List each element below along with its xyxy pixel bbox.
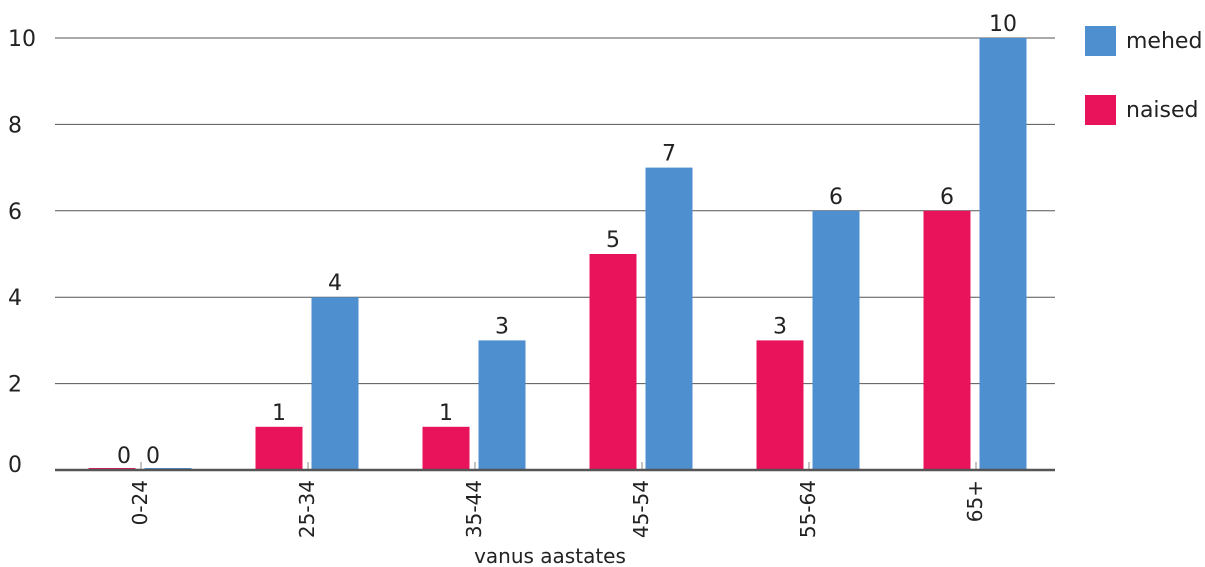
legend: mehed naised: [1085, 26, 1202, 164]
data-labels: 0 0 1 4 1 3 5 7 3 6 6 10: [117, 12, 1017, 469]
y-tick-label: 2: [8, 373, 22, 398]
x-tick-label: 45-54: [629, 480, 653, 538]
data-label-mehed-45-54: 7: [662, 142, 676, 167]
y-tick-label: 6: [8, 200, 22, 225]
legend-label-naised: naised: [1126, 97, 1199, 123]
y-tick-label: 4: [8, 286, 22, 311]
data-label-mehed-0-24: 0: [146, 444, 160, 469]
legend-swatch-mehed: [1085, 26, 1116, 56]
bar-mehed-35-44: [478, 340, 526, 470]
y-tick-label: 0: [8, 453, 22, 478]
bar-mehed-25-34: [311, 297, 359, 470]
data-label-naised-25-34: 1: [272, 401, 286, 426]
bars: [88, 38, 1027, 471]
bar-naised-25-34: [255, 426, 303, 470]
bar-naised-65+: [923, 210, 971, 471]
data-label-naised-45-54: 5: [606, 228, 620, 253]
x-tick-label: 65+: [963, 480, 987, 522]
y-axis-ticks: 0 2 4 6 8 10: [8, 27, 36, 478]
x-tick-label: 0-24: [128, 480, 152, 525]
bar-naised-45-54: [589, 254, 637, 470]
bar-mehed-65+: [979, 38, 1027, 470]
bar-naised-55-64: [756, 340, 804, 470]
x-axis: 0-24 25-34 35-44 45-54 55-64 65+: [55, 462, 1055, 538]
data-label-mehed-25-34: 4: [328, 271, 342, 296]
data-label-naised-65+: 6: [940, 185, 954, 210]
data-label-mehed-55-64: 6: [829, 185, 843, 210]
bar-mehed-45-54: [645, 167, 693, 470]
data-label-naised-35-44: 1: [439, 401, 453, 426]
x-tick-label: 25-34: [295, 480, 319, 538]
x-tick-label: 35-44: [462, 480, 486, 538]
legend-item-mehed: mehed: [1085, 26, 1202, 56]
legend-swatch-naised: [1085, 95, 1116, 125]
bar-naised-35-44: [422, 426, 470, 470]
data-label-naised-0-24: 0: [117, 444, 131, 469]
data-label-mehed-65+: 10: [989, 12, 1017, 37]
legend-label-mehed: mehed: [1126, 28, 1203, 54]
data-label-mehed-35-44: 3: [495, 314, 509, 339]
bar-mehed-55-64: [812, 210, 860, 471]
y-tick-label: 10: [8, 27, 36, 52]
y-tick-label: 8: [8, 113, 22, 138]
gridlines: [55, 37, 1055, 385]
x-tick-label: 55-64: [796, 480, 820, 538]
x-axis-title: vanus aastates: [474, 544, 626, 567]
data-label-naised-55-64: 3: [773, 314, 787, 339]
legend-item-naised: naised: [1085, 95, 1202, 125]
